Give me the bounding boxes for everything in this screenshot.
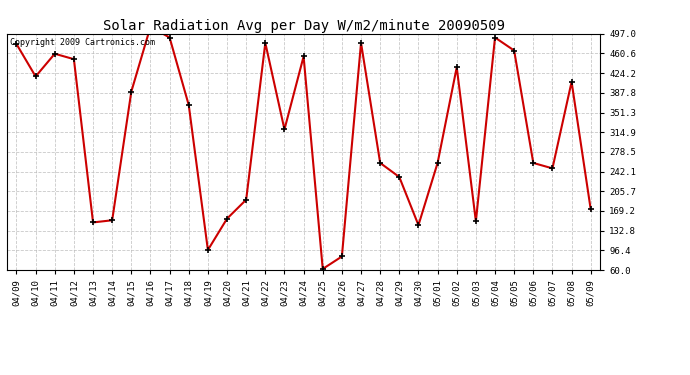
Title: Solar Radiation Avg per Day W/m2/minute 20090509: Solar Radiation Avg per Day W/m2/minute … [103, 19, 504, 33]
Text: Copyright 2009 Cartronics.com: Copyright 2009 Cartronics.com [10, 39, 155, 48]
